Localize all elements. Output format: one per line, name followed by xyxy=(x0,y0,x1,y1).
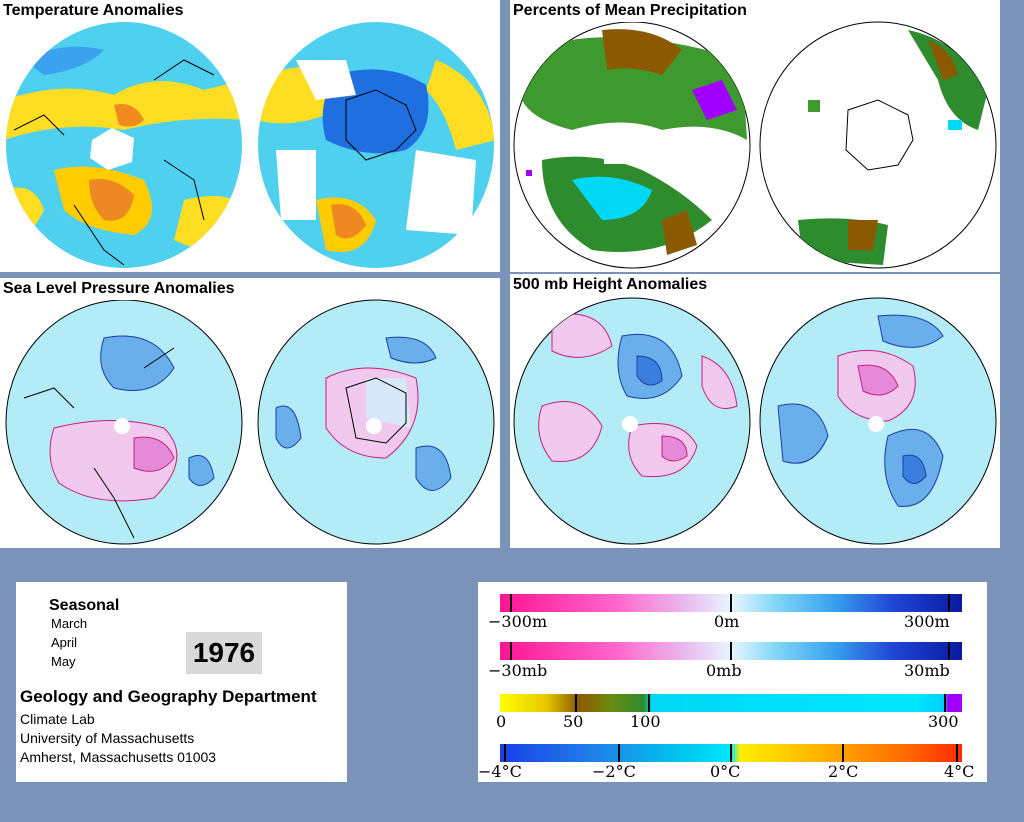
year-label: 1976 xyxy=(186,632,262,674)
height-south-globe xyxy=(759,297,997,545)
precipitation-north-globe xyxy=(513,21,751,269)
precip-scale-label: 300 xyxy=(928,712,959,731)
month-label: March xyxy=(51,616,88,631)
temp-scale-label: −2°C xyxy=(592,762,636,781)
precipitation-title: Percents of Mean Precipitation xyxy=(510,0,750,22)
precipitation-colorbar xyxy=(500,694,962,712)
pressure-south-globe xyxy=(257,299,495,545)
colorbar-tick xyxy=(948,642,950,660)
pressure-north-globe xyxy=(5,299,243,545)
colorbar-tick xyxy=(948,594,950,612)
height-anomalies-panel: 500 mb Height Anomalies xyxy=(510,274,1000,548)
precip-scale-label: 0 xyxy=(496,712,507,731)
temp-scale-label: 2°C xyxy=(828,762,859,781)
colorbar-tick xyxy=(510,594,512,612)
precipitation-panel: Percents of Mean Precipitation xyxy=(510,0,1000,272)
temp-scale-label: −4°C xyxy=(478,762,522,781)
colorbar-tick xyxy=(730,744,732,762)
colorbar-tick xyxy=(618,744,620,762)
temperature-north-globe xyxy=(6,22,242,268)
sea-level-pressure-title: Sea Level Pressure Anomalies xyxy=(0,278,238,300)
precipitation-south-globe xyxy=(759,21,997,269)
temp-scale-label: 4°C xyxy=(944,762,975,781)
info-line: Amherst, Massachusetts 01003 xyxy=(20,749,217,765)
pressure-scale-label: 0mb xyxy=(706,661,742,680)
month-label: April xyxy=(51,635,78,650)
color-scale-legend: −300m 0m 300m −30mb 0mb 30mb 0 50 100 30… xyxy=(478,582,987,782)
colorbar-tick xyxy=(730,594,732,612)
pressure-colorbar xyxy=(500,642,962,660)
pressure-scale-label: −30mb xyxy=(488,661,548,680)
precip-scale-label: 50 xyxy=(563,712,584,731)
colorbar-tick xyxy=(575,694,577,712)
pressure-scale-label: 30mb xyxy=(904,661,950,680)
colorbar-tick xyxy=(956,744,958,762)
temperature-colorbar xyxy=(500,744,962,762)
colorbar-tick xyxy=(504,744,506,762)
temperature-anomalies-title: Temperature Anomalies xyxy=(0,0,187,22)
temperature-south-globe xyxy=(258,22,494,268)
info-line: University of Massachusetts xyxy=(20,730,195,746)
info-box: Seasonal March April May 1976 Geology an… xyxy=(16,582,347,782)
info-line: Climate Lab xyxy=(20,711,95,727)
temperature-anomalies-panel: Temperature Anomalies xyxy=(0,0,500,272)
season-label: Seasonal xyxy=(49,597,120,614)
colorbar-tick xyxy=(648,694,650,712)
temp-scale-label: 0°C xyxy=(710,762,741,781)
sea-level-pressure-panel: Sea Level Pressure Anomalies xyxy=(0,278,500,548)
precip-scale-label: 100 xyxy=(630,712,661,731)
height-north-globe xyxy=(513,297,751,545)
colorbar-tick xyxy=(730,642,732,660)
height-scale-label: −300m xyxy=(488,612,548,631)
height-colorbar xyxy=(500,594,962,612)
height-anomalies-title: 500 mb Height Anomalies xyxy=(510,274,711,296)
height-scale-label: 300m xyxy=(904,612,950,631)
colorbar-tick xyxy=(510,642,512,660)
colorbar-tick xyxy=(842,744,844,762)
colorbar-tick xyxy=(944,694,946,712)
department-label: Geology and Geography Department xyxy=(20,687,317,706)
height-scale-label: 0m xyxy=(714,612,740,631)
month-label: May xyxy=(51,654,76,669)
